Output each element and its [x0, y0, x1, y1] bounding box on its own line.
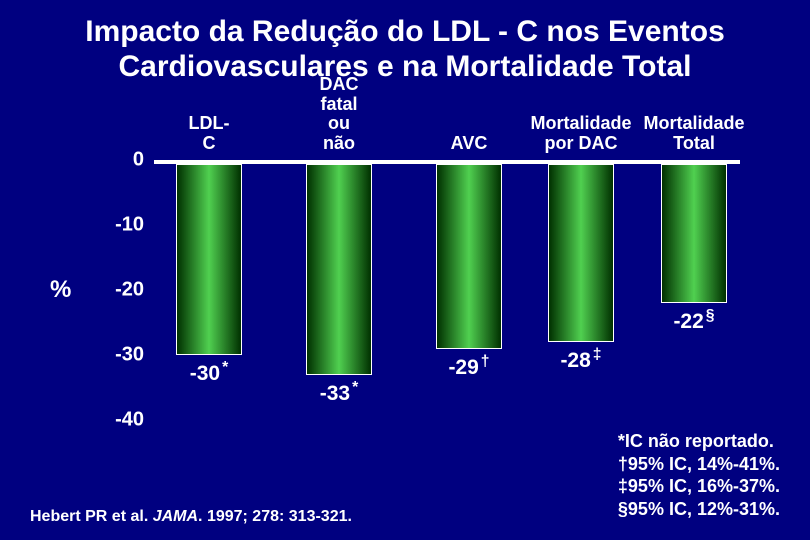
bar-value-label: -33* [320, 379, 359, 406]
bar [661, 164, 727, 303]
bar-header: AVC [451, 134, 488, 154]
citation-prefix: Hebert PR et al. [30, 508, 153, 525]
slide-title: Impacto da Redução do LDL - C nos Evento… [0, 0, 810, 85]
bar-header: LDL-C [189, 114, 230, 154]
bar [436, 164, 502, 349]
y-axis: 0-10-20-30-40 [110, 160, 150, 420]
y-tick: 0 [133, 149, 144, 172]
y-axis-label: % [50, 276, 71, 304]
footnotes: *IC não reportado. †95% IC, 14%-41%. ‡95… [618, 430, 780, 520]
bar-value-label: -28‡ [560, 346, 601, 373]
bar [548, 164, 614, 342]
y-tick: -40 [115, 409, 144, 432]
bar-chart: % 0-10-20-30-40 LDL-C-30*DAC fatal ou nã… [80, 160, 740, 420]
citation-suffix: . 1997; 278: 313-321. [198, 508, 352, 525]
bar [176, 164, 242, 355]
bar-header: DAC fatal ou não [320, 75, 359, 154]
y-tick: -20 [115, 279, 144, 302]
bar-value-label: -29† [448, 353, 489, 380]
citation: Hebert PR et al. JAMA. 1997; 278: 313-32… [30, 508, 352, 526]
citation-journal: JAMA [153, 508, 198, 525]
bar-header: Mortalidade Total [643, 114, 744, 154]
plot-area: LDL-C-30*DAC fatal ou não-33*AVC-29†Mort… [154, 160, 740, 420]
y-tick: -10 [115, 214, 144, 237]
bar-value-label: -22§ [673, 307, 714, 334]
bar-header: Mortalidade por DAC [530, 114, 631, 154]
bar [306, 164, 372, 375]
bar-value-label: -30* [190, 359, 229, 386]
y-tick: -30 [115, 344, 144, 367]
